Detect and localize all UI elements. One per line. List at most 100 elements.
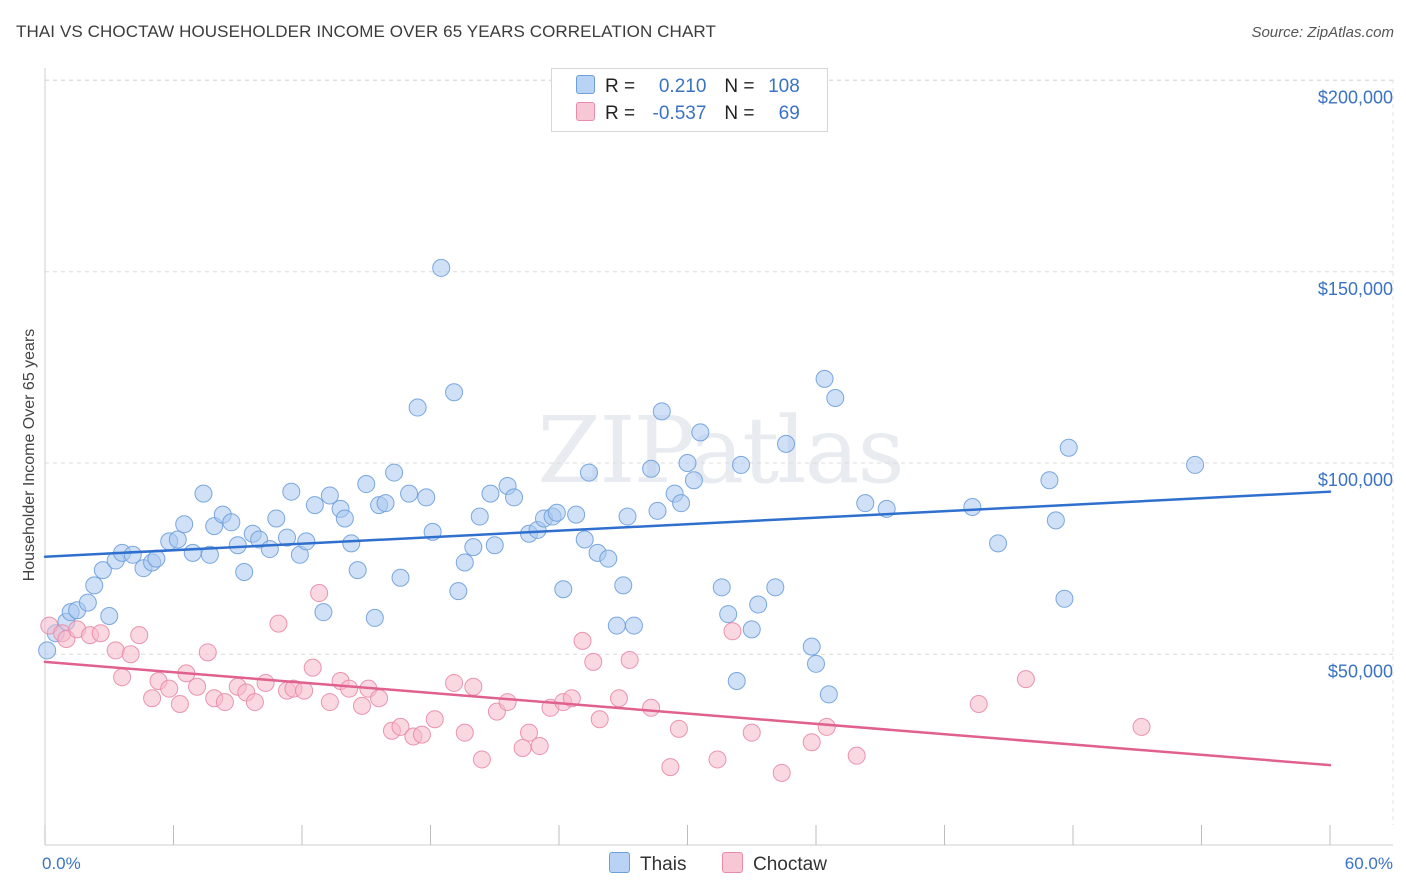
thais-point [449,582,468,601]
choctaw-point [620,650,639,669]
choctaw-point [498,693,517,712]
thais-point [385,463,404,482]
legend-item-thais[interactable]: Thais [609,852,686,876]
thais-point [235,563,254,582]
thais-point [554,580,573,599]
thais-point [38,641,57,660]
thais-point [766,578,785,597]
thais-point [505,488,524,507]
thais-point [678,454,697,472]
choctaw-point [340,679,359,698]
legend-r-value: 0.210 [658,76,707,97]
choctaw-point [143,689,162,708]
thais-point [348,561,367,580]
x-tick-label: 0.0% [42,854,81,873]
choctaw-point [352,696,371,715]
series-thais-points [38,258,1205,704]
thais-point [320,486,339,505]
thais-point [742,620,761,639]
choctaw-point [1016,670,1035,689]
thais-point [278,528,297,547]
legend-n-value: 69 [778,103,800,124]
thais-point [228,536,247,555]
thais-point [485,536,504,555]
thais-point [599,549,618,568]
choctaw-point [391,717,410,736]
thais-point [1055,589,1074,608]
thais-point [175,515,194,534]
choctaw-point [847,746,866,765]
tick-labels: $50,000 $100,000 $150,000 $200,000 0.0% 60.0% [42,88,1393,874]
choctaw-point [245,693,264,712]
thais-point [93,561,112,580]
choctaw-point [91,624,110,643]
thais-point [147,549,166,568]
thais-point [1186,455,1205,474]
choctaw-point [1132,717,1151,736]
thais-point [267,509,286,528]
thais-point [194,484,213,503]
choctaw-point [562,689,581,708]
thais-point [260,540,279,559]
thais-point [305,496,324,515]
legend-n-value: 108 [768,76,800,97]
choctaw-point [661,758,680,777]
thais-point [856,494,875,513]
choctaw-point [472,750,491,769]
thais-point [712,578,731,597]
choctaw-point [520,723,539,742]
choctaw-point [669,719,688,738]
y-tick-label: $150,000 [1318,279,1393,299]
thais-point [445,383,464,402]
thais-point [618,507,637,526]
y-axis-label: Householder Income Over 65 years [21,329,38,582]
choctaw-trend-line [43,660,1332,767]
thais-point [652,402,671,421]
choctaw-point [802,733,821,752]
choctaw-point [609,689,628,708]
thais-point [802,637,821,656]
legend-item-choctaw[interactable]: Choctaw [722,852,827,876]
choctaw-point [742,723,761,742]
thais-point [78,593,97,612]
thais-point [807,654,825,673]
thais-point [183,543,202,562]
thais-point [579,463,598,482]
thais-point [624,616,643,635]
legend-row-choctaw: R = -0.537 N = 69 [576,102,800,126]
thais-point [1046,511,1065,530]
legend-n-label: N = [724,103,755,124]
thais-point [282,482,301,501]
thais-point [365,608,384,627]
x-tick-label: 60.0% [1345,854,1393,873]
trend-lines [43,490,1332,767]
thais-point [342,534,361,553]
choctaw-point [370,689,389,708]
choctaw-point [215,693,234,712]
choctaw-point [106,641,125,660]
choctaw-point [772,763,791,782]
choctaw-point [642,698,661,717]
chart-title: THAI VS CHOCTAW HOUSEHOLDER INCOME OVER … [16,22,716,41]
choctaw-point [530,737,549,756]
choctaw-point [425,710,444,729]
thais-point [749,595,768,614]
choctaw-point [573,631,592,650]
thais-point [963,497,982,516]
choctaw-legend-swatch [722,852,743,873]
thais-point [1040,471,1059,490]
thais-legend-label: Thais [640,854,687,875]
thais-legend-swatch [609,852,630,873]
thais-point [727,672,746,691]
choctaw-point [445,673,464,692]
thais-point [200,545,219,564]
choctaw-point [160,679,179,698]
choctaw-point [464,677,483,696]
thais-point [400,484,419,503]
thais-point [297,532,316,551]
thais-point [481,484,500,503]
legend-n-label: N = [724,76,755,97]
choctaw-legend-label: Choctaw [753,854,827,875]
correlation-legend: R = 0.210 N = 108 R = -0.537 N = 69 [551,68,828,132]
